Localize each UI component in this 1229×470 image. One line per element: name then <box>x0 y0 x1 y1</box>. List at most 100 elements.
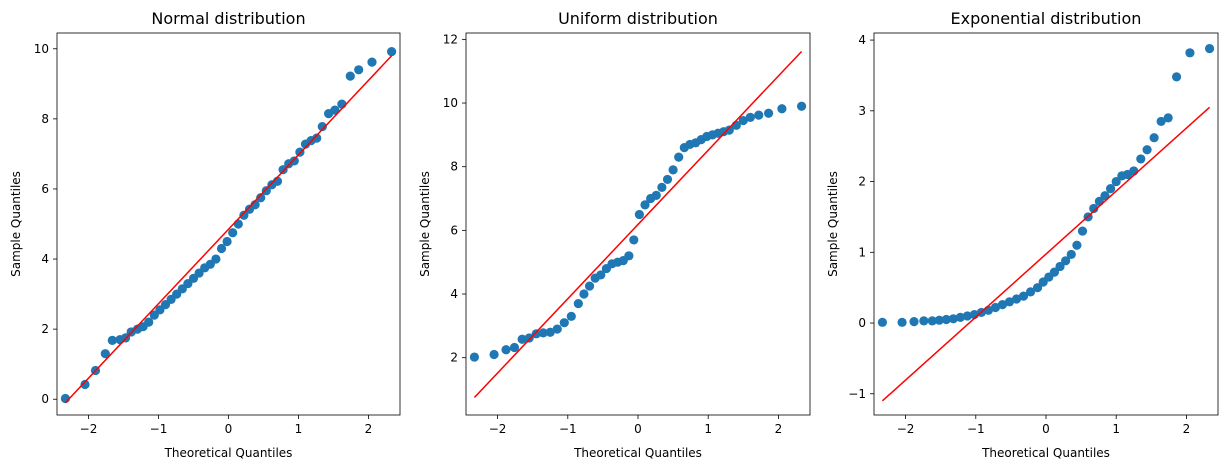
chart-1-point-8 <box>545 327 555 337</box>
chart-0-ytick-label-1: 2 <box>41 322 49 336</box>
chart-0-point-31 <box>261 186 271 196</box>
chart-2-point-33 <box>1111 176 1121 187</box>
chart-2-ytick-label-0: −1 <box>848 387 866 401</box>
chart-0-point-36 <box>289 156 299 166</box>
chart-2-point-40 <box>1156 116 1166 127</box>
chart-1-point-23 <box>634 209 645 220</box>
chart-1-point-10 <box>559 318 569 328</box>
chart-1-point-7 <box>538 328 548 338</box>
chart-1-fit-line <box>473 50 803 399</box>
chart-0-point-45 <box>345 71 355 81</box>
chart-2-xtick-label-4: 2 <box>1183 422 1191 436</box>
chart-2-fit-line <box>881 106 1211 402</box>
chart-2-point-38 <box>1142 145 1152 155</box>
chart-1-title: Uniform distribution <box>558 9 718 28</box>
chart-1-xtick-label-0: −2 <box>489 422 507 436</box>
chart-1-point-13 <box>579 289 589 299</box>
chart-2-ytick-label-3: 2 <box>858 175 866 189</box>
chart-2-ytick-label-4: 3 <box>858 104 866 118</box>
chart-2-point-27 <box>1077 226 1088 236</box>
chart-0-xtick-label-2: 0 <box>225 422 233 436</box>
chart-0-xlabel: Theoretical Quantiles <box>164 446 293 460</box>
chart-0-plot-area <box>60 46 397 404</box>
chart-0-point-40 <box>312 133 322 143</box>
chart-1-point-2 <box>501 345 511 355</box>
chart-1-point-12 <box>573 298 583 309</box>
chart-0-point-30 <box>256 193 266 203</box>
chart-1-point-30 <box>674 152 684 162</box>
chart-1-ytick-label-4: 10 <box>443 96 458 110</box>
chart-1-xlabel: Theoretical Quantiles <box>573 446 702 460</box>
chart-2-point-15 <box>1004 297 1015 307</box>
chart-2-ytick-label-5: 4 <box>858 33 866 47</box>
chart-2-point-18 <box>1025 287 1036 297</box>
chart-1-point-5 <box>524 333 534 343</box>
chart-1-ylabel: Sample Quantiles <box>418 171 432 277</box>
chart-0-point-43 <box>330 105 340 115</box>
chart-0-ytick-label-3: 6 <box>41 182 49 196</box>
chart-1-point-21 <box>624 251 634 261</box>
chart-2-point-26 <box>1072 240 1082 250</box>
chart-2-xtick-label-0: −2 <box>897 422 915 436</box>
chart-2-point-17 <box>1018 291 1029 301</box>
chart-0-point-46 <box>354 65 364 75</box>
chart-0-point-25 <box>228 228 238 238</box>
chart-0-point-1 <box>80 379 90 390</box>
chart-2-point-19 <box>1032 283 1043 293</box>
chart-1-ytick-label-1: 4 <box>450 287 458 301</box>
chart-2-point-23 <box>1055 261 1065 272</box>
chart-1-point-43 <box>754 110 764 120</box>
chart-2-frame <box>873 32 1219 416</box>
chart-0-ytick-label-2: 4 <box>41 252 49 266</box>
chart-1-point-39 <box>724 125 734 135</box>
chart-1-ytick-label-5: 12 <box>443 32 458 46</box>
chart-1-point-4 <box>517 334 527 344</box>
chart-2-point-5 <box>934 315 944 325</box>
chart-1-point-6 <box>531 329 541 339</box>
chart-2-title: Exponential distribution <box>951 9 1142 28</box>
chart-2-point-39 <box>1149 133 1159 143</box>
chart-1-point-1 <box>489 349 499 360</box>
chart-0-point-4 <box>107 335 117 345</box>
chart-2-point-2 <box>909 317 919 327</box>
chart-1-point-16 <box>596 270 606 280</box>
chart-0-point-47 <box>367 57 377 67</box>
chart-2-xtick-label-3: 1 <box>1112 422 1120 436</box>
chart-0-ytick-label-4: 8 <box>41 112 49 126</box>
chart-2-point-22 <box>1049 267 1060 277</box>
chart-1-point-3 <box>509 342 520 353</box>
chart-0-ytick-label-5: 10 <box>34 42 49 56</box>
chart-2-point-44 <box>1204 43 1215 54</box>
chart-0-point-24 <box>222 236 232 247</box>
chart-0-ylabel: Sample Quantiles <box>9 171 23 277</box>
chart-2-ylabel: Sample Quantiles <box>826 171 840 277</box>
chart-0-point-22 <box>211 254 221 264</box>
chart-0-point-26 <box>233 219 243 229</box>
chart-1-point-24 <box>640 200 650 210</box>
chart-1-point-0 <box>469 352 480 362</box>
chart-0-point-34 <box>278 165 288 175</box>
chart-2-point-8 <box>955 312 965 322</box>
chart-1-point-44 <box>763 108 774 118</box>
chart-0-point-41 <box>317 121 327 132</box>
chart-0-xtick-label-4: 2 <box>365 422 373 436</box>
chart-1-point-29 <box>668 165 678 175</box>
chart-2-point-0 <box>877 317 888 327</box>
chart-2-ytick-label-1: 0 <box>858 316 866 330</box>
chart-1-ytick-label-3: 8 <box>450 160 458 174</box>
chart-1-point-9 <box>552 324 562 334</box>
chart-0-xtick-label-3: 1 <box>295 422 303 436</box>
chart-2-point-37 <box>1136 154 1146 164</box>
chart-2-xtick-label-2: 0 <box>1042 422 1050 436</box>
chart-2-point-16 <box>1011 294 1022 304</box>
chart-1-xtick-label-1: −1 <box>559 422 577 436</box>
chart-1-point-42 <box>745 112 755 122</box>
chart-1-point-45 <box>777 104 787 114</box>
chart-1-point-27 <box>657 182 667 192</box>
chart-0-point-23 <box>216 243 227 254</box>
chart-1-xtick-label-4: 2 <box>775 422 783 436</box>
chart-0-ytick-label-0: 0 <box>41 392 49 406</box>
chart-1-point-14 <box>584 281 595 291</box>
